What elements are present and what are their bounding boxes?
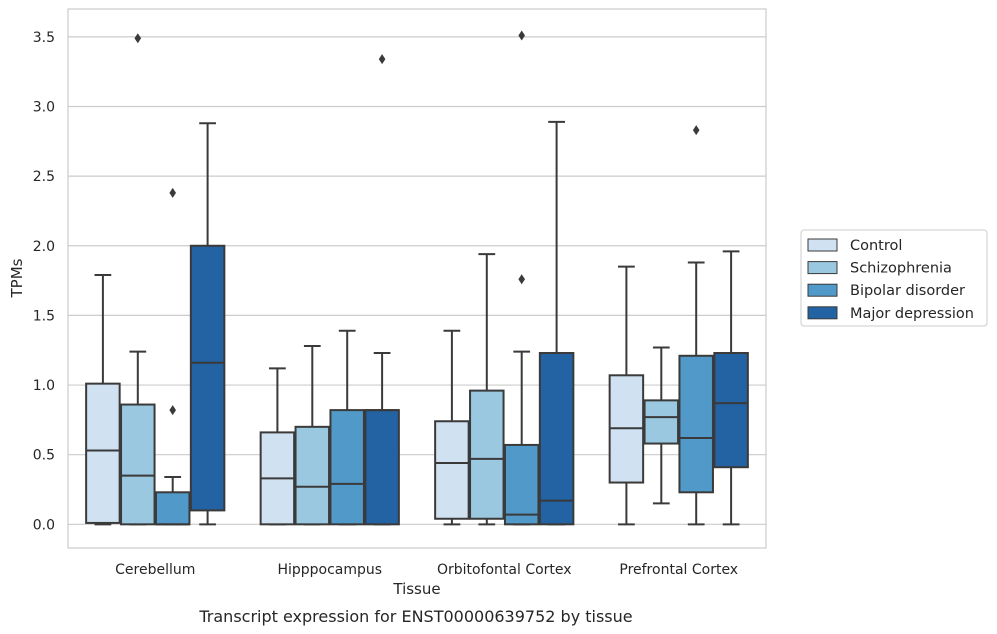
y-tick-label: 3.0 <box>33 99 55 115</box>
box-schizophrenia <box>643 346 680 505</box>
box-schizophrenia <box>294 345 331 526</box>
box-body <box>434 420 470 520</box>
y-tick-label: 0.0 <box>33 517 55 533</box>
legend-swatch <box>807 306 838 320</box>
y-axis-title: TPMs <box>8 258 26 298</box>
outlier-point <box>134 33 142 44</box>
x-tick-label: Prefrontal Cortex <box>619 562 738 578</box>
box-body <box>678 354 714 494</box>
box-bipolar-disorder <box>329 329 365 526</box>
x-tick-label: Cerebellum <box>115 562 195 578</box>
box-body <box>713 352 749 469</box>
outlier-point <box>692 125 700 136</box>
legend-label: Control <box>850 238 902 254</box>
x-tick-label: Hipppocampus <box>277 562 382 578</box>
legend-label: Bipolar disorder <box>850 283 965 299</box>
outlier-point <box>169 187 176 198</box>
chart-caption: Transcript expression for ENST0000063975… <box>198 607 632 626</box>
box-major-depression <box>713 250 749 526</box>
box-body <box>364 409 400 526</box>
outlier-point <box>378 54 386 65</box>
box-control <box>259 367 296 526</box>
box-group <box>85 30 749 526</box>
y-tick-labels: 0.0 0.5 1.0 1.5 2.0 2.5 3.0 3.5 <box>33 30 55 533</box>
y-tick-label: 3.5 <box>33 30 55 46</box>
box-body <box>294 425 331 526</box>
box-body <box>154 491 191 526</box>
y-tick-label: 1.0 <box>33 378 55 394</box>
box-schizophrenia <box>469 253 505 526</box>
box-bipolar-disorder <box>503 30 540 526</box>
outlier-point <box>518 274 525 285</box>
box-schizophrenia <box>120 33 156 526</box>
plot-frame <box>67 8 767 549</box>
outlier-point <box>169 405 176 416</box>
box-bipolar-disorder <box>678 125 714 526</box>
box-body <box>469 389 505 520</box>
y-tick-label: 0.5 <box>33 448 55 464</box>
y-tick-label: 2.5 <box>33 169 55 185</box>
legend: Control Schizophrenia Bipolar disorder Majo… <box>800 229 988 327</box>
box-body <box>189 244 226 512</box>
legend-frame <box>800 229 988 327</box>
box-major-depression <box>538 120 575 526</box>
box-control <box>85 274 121 526</box>
legend-label: Major depression <box>850 306 974 322</box>
x-tick-labels: Cerebellum Hipppocampus Orbitofontal Corte… <box>115 562 738 578</box>
x-tick-label: Orbitofontal Cortex <box>437 562 572 578</box>
legend-label: Schizophrenia <box>850 261 952 277</box>
box-major-depression <box>364 54 400 526</box>
outlier-point <box>518 30 525 41</box>
box-body <box>643 399 680 445</box>
legend-swatch <box>807 283 838 297</box>
gridlines <box>68 36 766 525</box>
legend-swatch <box>807 261 838 275</box>
legend-swatch <box>807 238 838 252</box>
x-axis-title: Tissue <box>392 580 440 598</box>
box-body <box>329 409 365 526</box>
box-control <box>434 329 470 526</box>
y-tick-label: 1.5 <box>33 308 55 324</box>
y-tick-label: 2.0 <box>33 239 55 255</box>
box-body <box>120 403 156 526</box>
box-control <box>608 265 645 526</box>
box-bipolar-disorder <box>154 187 191 526</box>
box-body <box>503 443 540 526</box>
box-body <box>538 352 575 526</box>
box-body <box>85 382 121 524</box>
box-major-depression <box>189 122 226 526</box>
